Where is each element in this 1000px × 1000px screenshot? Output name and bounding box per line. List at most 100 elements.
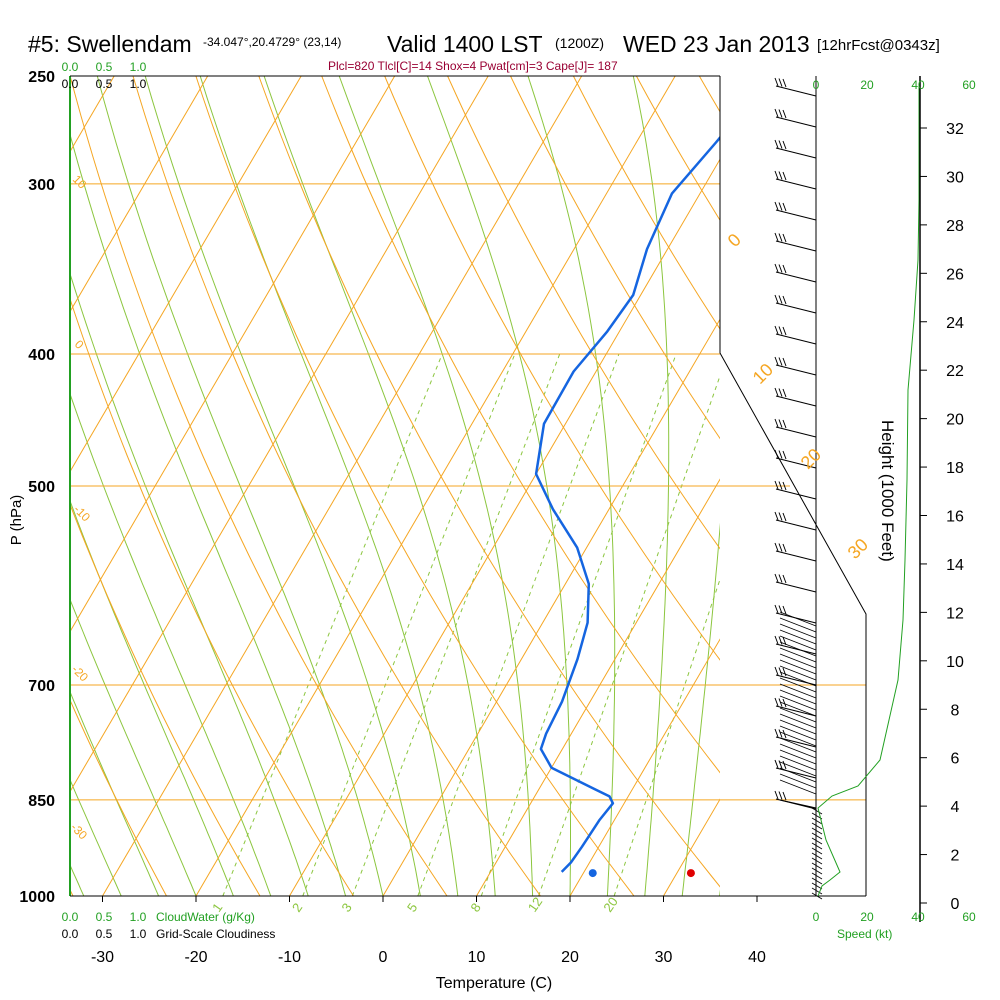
wind-barb-feather (778, 419, 783, 428)
cloudiness-bottom-tick: 0.0 (62, 927, 79, 941)
wind-barb-feather (778, 388, 783, 397)
wind-barb-dense (779, 761, 817, 777)
wind-barb-dense (779, 749, 817, 765)
wind-barb-feather (778, 636, 783, 645)
isotherm-label: 30 (844, 535, 872, 563)
wind-speed-line (817, 86, 920, 897)
moist-adiabat-line (263, 76, 496, 896)
wind-barb-low (811, 832, 823, 840)
wind-barb (775, 581, 817, 593)
x-tick-label: 30 (655, 949, 673, 966)
height-tick-label: 14 (946, 557, 964, 574)
y-tick-label: 850 (28, 793, 55, 810)
x-tick-label: 20 (561, 949, 579, 966)
wind-barb (775, 395, 817, 407)
mixing-ratio-line (480, 353, 677, 896)
wind-barb-feather (778, 667, 783, 676)
wind-barb-feather (778, 512, 783, 521)
wind-barb-dense (779, 779, 817, 795)
speed-axis-label: Speed (kt) (837, 927, 892, 941)
moist-adiabat-line (70, 690, 160, 896)
wind-barb-feather (778, 326, 783, 335)
y-tick-label: 700 (28, 678, 55, 695)
wind-barb-feather (774, 449, 779, 459)
wind-barb-feather (778, 202, 783, 211)
wind-barb-dense (779, 695, 817, 711)
y-tick-label: 300 (28, 177, 55, 194)
wind-barb (775, 488, 817, 500)
wind-barb-feather (782, 698, 787, 708)
dry-adiabat-line (951, 76, 1000, 896)
mixing-ratio-line (613, 577, 720, 896)
wind-barb-feather (774, 325, 779, 335)
wind-barb (775, 333, 817, 345)
wind-barb-dense (779, 743, 817, 759)
parcel-profile-line (864, 95, 887, 362)
wind-barb (775, 85, 817, 97)
moist-adiabats (0, 76, 720, 896)
wind-barb-feather (778, 760, 783, 769)
wind-barb-feather (774, 294, 779, 304)
moist-adiabat-line (681, 522, 720, 896)
wind-barb-feather (774, 418, 779, 428)
wind-barb (775, 767, 817, 779)
wind-barb-feather (782, 667, 787, 677)
wind-barb-dense (779, 623, 817, 639)
speed-bottom-tick: 0 (813, 910, 820, 924)
wind-barb-low (811, 807, 823, 815)
wind-barb-feather (774, 263, 779, 273)
mixing-ratio-line (417, 353, 620, 896)
moist-adiabat-line (70, 499, 234, 896)
isotherm-line (851, 76, 1000, 896)
moist-adiabat-line (0, 76, 9, 896)
wind-barb-feather (782, 357, 787, 367)
height-tick-label: 2 (951, 848, 960, 865)
wind-barb-feather (782, 450, 787, 460)
wind-barb-feather (782, 791, 787, 801)
wind-barb (775, 240, 817, 252)
speed-top-tick: 60 (962, 78, 976, 92)
wind-barb-dense (779, 617, 817, 633)
wind-barb-feather (782, 326, 787, 336)
y-tick-label: 500 (28, 479, 55, 496)
dry-adiabat-line (572, 76, 720, 330)
wind-barb-dense (779, 647, 817, 663)
isotherm-label: 10 (749, 360, 777, 388)
speed-bottom-tick: 20 (860, 910, 874, 924)
wind-barb-low (811, 847, 823, 855)
wind-barb-feather (782, 109, 787, 119)
height-tick-label: 18 (946, 460, 964, 477)
wind-barb-feather (778, 140, 783, 149)
y-tick-label: 1000 (19, 889, 55, 906)
wind-barb-feather (778, 357, 783, 366)
mixing-ratio-label: 3 (338, 900, 354, 915)
wind-barb-low (811, 857, 823, 865)
wind-barb-feather (774, 511, 779, 521)
cloudwater-bottom-tick: 0.5 (96, 910, 113, 924)
height-tick-label: 28 (946, 218, 964, 235)
wind-barb-feather (782, 481, 787, 491)
x-tick-label: -10 (278, 949, 301, 966)
mixing-ratio-line (351, 353, 561, 896)
surface-point-dewpoint (588, 869, 597, 878)
mixing-ratio-label: 2 (289, 900, 305, 915)
wind-barb-dense (779, 629, 817, 645)
mixing-ratio-line (538, 374, 720, 896)
speed-top-tick: 0 (813, 78, 820, 92)
wind-barb-low (811, 887, 823, 895)
isotherm-line (70, 76, 209, 313)
speed-top-tick: 40 (911, 78, 925, 92)
mixing-ratio-label: 8 (467, 900, 483, 915)
isotherm-line (70, 76, 302, 473)
cloudwater-bottom-tick: 1.0 (130, 910, 147, 924)
station-name: #5: Swellendam (28, 31, 192, 57)
surface-point-temperature (686, 869, 695, 878)
x-tick-label: 40 (748, 949, 766, 966)
wind-barb-dense (779, 713, 817, 729)
wind-barb (775, 426, 817, 438)
mixing-ratio-line (222, 353, 443, 896)
wind-barb-dense (779, 677, 817, 693)
wind-barb-feather (778, 233, 783, 242)
height-tick-label: 30 (946, 169, 964, 186)
cloudiness-bottom-tick: 0.5 (96, 927, 113, 941)
